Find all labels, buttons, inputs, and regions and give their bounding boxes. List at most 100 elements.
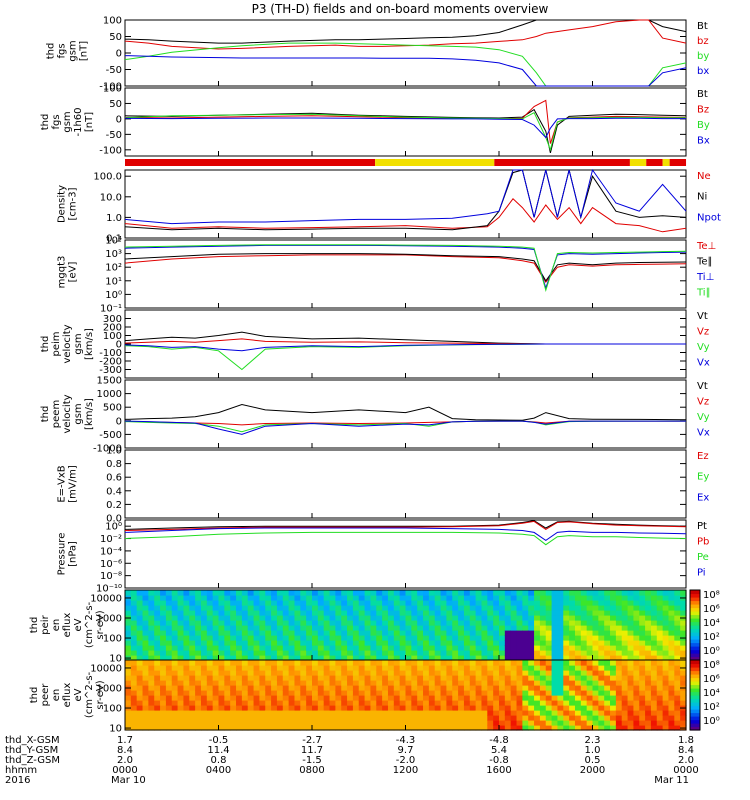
spectrogram-cell xyxy=(423,695,430,701)
spectrogram-cell xyxy=(446,650,453,656)
spectrogram-cell xyxy=(306,705,313,711)
spectrogram-cell xyxy=(130,615,138,621)
spectrogram-cell xyxy=(142,705,149,711)
spectrogram-cell xyxy=(212,720,220,726)
spectrogram-cell xyxy=(206,685,214,691)
spectrogram-cell xyxy=(230,645,237,651)
spectrogram-cell xyxy=(569,660,576,666)
spectrogram-cell xyxy=(680,700,687,706)
spectrogram-cell xyxy=(370,690,377,696)
spectrogram-cell xyxy=(499,715,506,721)
panel-peem_velocity: 150010005000-500-1000thdpeemvelocitygsm[… xyxy=(40,376,710,455)
spectrogram-cell xyxy=(680,690,687,696)
spectrogram-cell xyxy=(633,655,640,661)
spectrogram-cell xyxy=(212,620,220,626)
bottom-tick-value: 8.4 xyxy=(678,745,694,756)
spectrogram-cell xyxy=(674,610,681,616)
spectrogram-cell xyxy=(580,660,588,666)
spectrogram-cell xyxy=(405,685,412,691)
spectrogram-cell xyxy=(458,725,465,731)
spectrogram-cell xyxy=(615,635,623,641)
legend-Pt: Pt xyxy=(697,521,707,532)
y-axis-label: thdfgsgsm-1h60[nT] xyxy=(40,107,95,136)
spectrogram-cell xyxy=(265,615,272,621)
spectrogram-cell xyxy=(487,590,494,596)
spectrogram-cell xyxy=(323,590,331,596)
spectrogram-cell xyxy=(499,700,506,706)
spectrogram-cell xyxy=(592,600,599,606)
spectrogram-cell xyxy=(259,660,266,666)
spectrogram-cell xyxy=(569,685,576,691)
spectrogram-cell xyxy=(428,660,436,666)
y-tick-label: 0.0 xyxy=(106,514,122,525)
spectrogram-cell xyxy=(212,625,220,631)
spectrogram-cell xyxy=(335,630,342,636)
spectrogram-cell xyxy=(236,675,243,681)
spectrogram-cell xyxy=(569,655,576,661)
spectrogram-cell xyxy=(440,670,447,676)
spectrogram-cell xyxy=(463,605,471,611)
spectrogram-cell xyxy=(259,620,266,626)
spectrogram-cell xyxy=(545,650,553,656)
spectrogram-cell xyxy=(160,695,167,701)
y-axis-label: E=-VxB[mV/m] xyxy=(57,465,79,503)
spectrogram-cell xyxy=(610,605,617,611)
spectrogram-cell xyxy=(300,595,307,601)
spectrogram-cell xyxy=(399,625,407,631)
series-line-Pe xyxy=(124,531,687,546)
spectrogram-cell xyxy=(323,595,331,601)
spectrogram-cell xyxy=(475,685,483,691)
colorbar-cell xyxy=(690,716,700,721)
spectrogram-cell xyxy=(265,690,272,696)
spectrogram-cell xyxy=(592,725,599,731)
spectrogram-cell xyxy=(160,705,167,711)
legend-Vx: Vx xyxy=(697,428,710,439)
spectrogram-cell xyxy=(154,615,161,621)
spectrogram-cell xyxy=(405,695,412,701)
spectrogram-cell xyxy=(621,680,629,686)
spectrogram-cell xyxy=(382,660,389,666)
spectrogram-cell xyxy=(557,625,564,631)
spectrogram-cell xyxy=(265,710,272,716)
spectrogram-cell xyxy=(417,725,424,731)
spectrogram-cell xyxy=(282,600,290,606)
spectrogram-cell xyxy=(335,705,342,711)
spectrogram-cell xyxy=(528,590,535,596)
spectrogram-cell xyxy=(276,620,284,626)
spectrogram-cell xyxy=(639,630,646,636)
spectrogram-cell xyxy=(206,600,214,606)
spectrogram-cell xyxy=(615,605,623,611)
spectrogram-cell xyxy=(615,615,623,621)
spectrogram-cell xyxy=(610,610,617,616)
spectrogram-cell xyxy=(423,690,430,696)
spectrogram-cell xyxy=(341,625,348,631)
spectrogram-cell xyxy=(300,720,307,726)
spectrogram-cell xyxy=(189,720,196,726)
spectrogram-cell xyxy=(206,670,214,676)
spectrogram-cell xyxy=(323,610,331,616)
spectrogram-cell xyxy=(481,680,488,686)
spectrogram-cell xyxy=(417,610,424,616)
spectrogram-cell xyxy=(481,695,488,701)
spectrogram-cell xyxy=(183,665,190,671)
spectrogram-cell xyxy=(387,650,395,656)
spectrogram-cell xyxy=(469,705,477,711)
spectrogram-cell xyxy=(580,625,588,631)
spectrogram-cell xyxy=(510,710,518,716)
spectrogram-cell xyxy=(265,700,272,706)
spectrogram-cell xyxy=(230,710,237,716)
legend-Ti∥: Ti∥ xyxy=(696,288,711,299)
spectrogram-cell xyxy=(200,705,208,711)
spectrogram-cell xyxy=(241,600,249,606)
spectrogram-cell xyxy=(598,720,605,726)
spectrogram-cell xyxy=(563,660,570,666)
y-axis-label-line: peer xyxy=(40,683,51,707)
spectrogram-cell xyxy=(177,645,185,651)
spectrogram-cell xyxy=(352,655,360,661)
spectrogram-cell xyxy=(148,645,155,651)
spectrogram-cell xyxy=(487,720,494,726)
spectrogram-cell xyxy=(323,660,331,666)
spectrogram-cell xyxy=(574,645,582,651)
spectrogram-cell xyxy=(563,605,570,611)
spectrogram-cell xyxy=(487,715,494,721)
